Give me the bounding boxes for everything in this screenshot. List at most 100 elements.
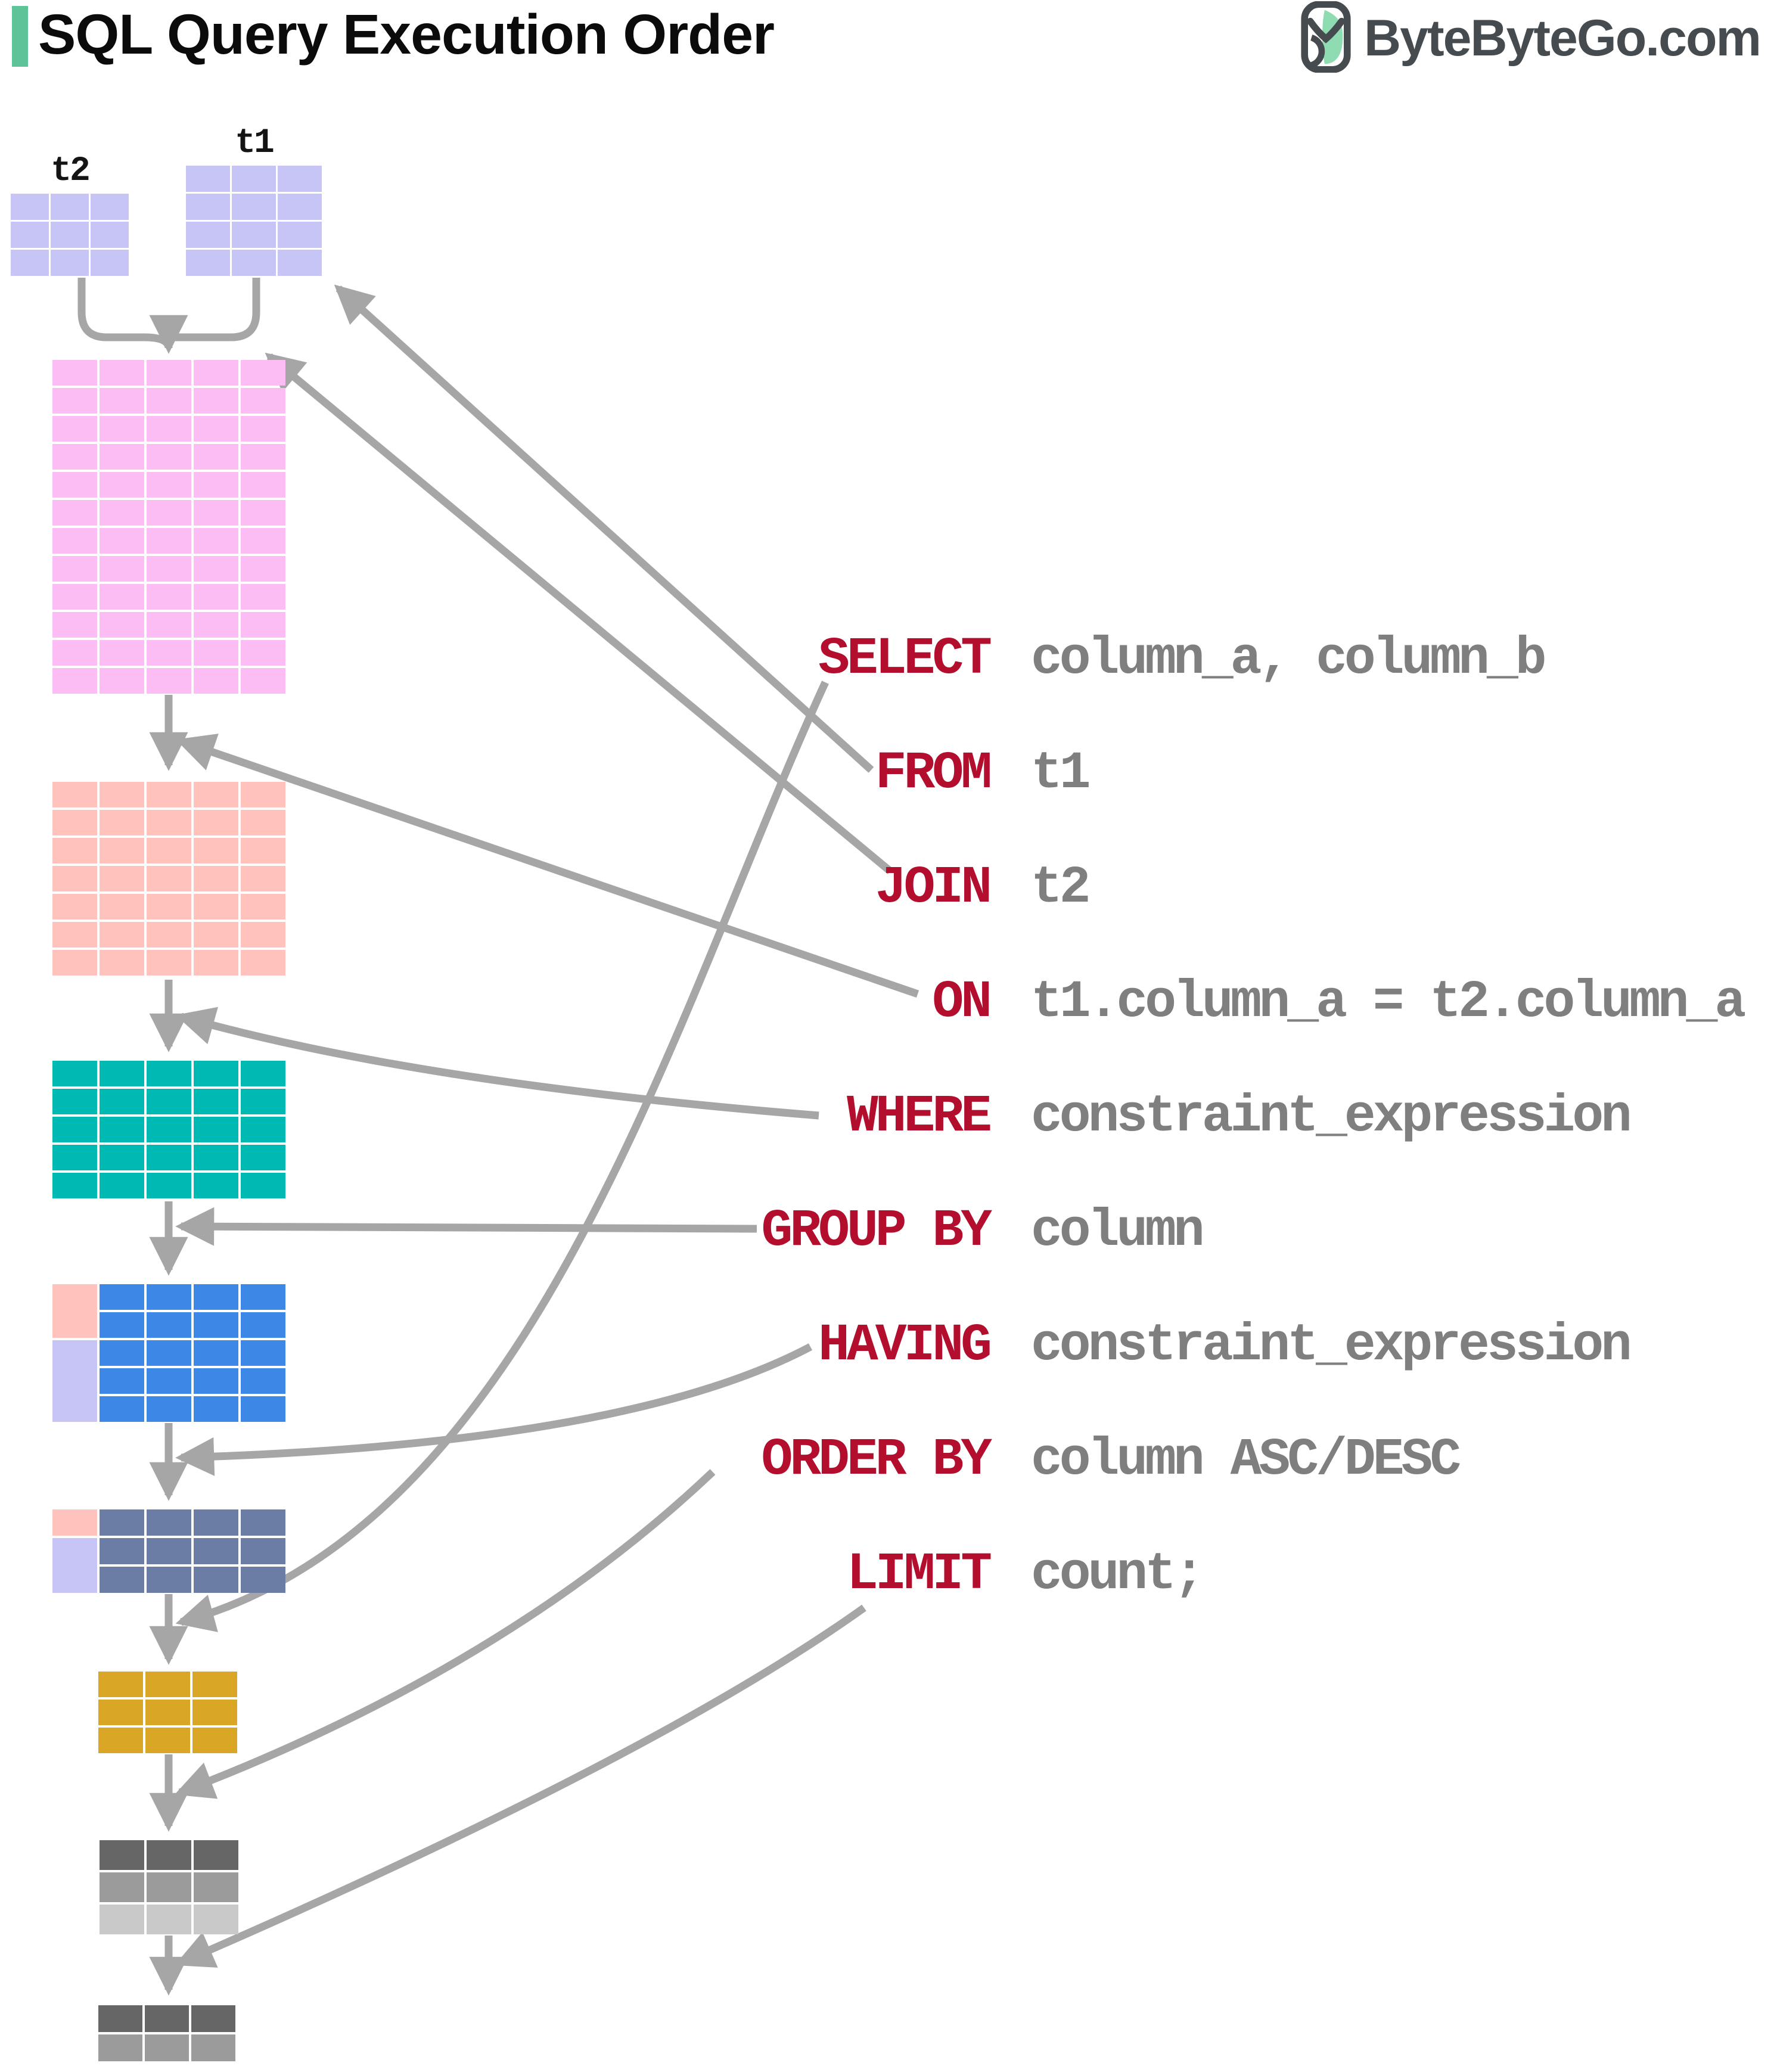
table-cell bbox=[147, 1061, 191, 1086]
table-cell bbox=[52, 1117, 97, 1142]
table-cell bbox=[52, 1089, 97, 1114]
table-cell bbox=[52, 528, 97, 554]
table-join-product bbox=[52, 360, 285, 694]
table-cell bbox=[192, 1672, 237, 1697]
table-cell bbox=[100, 472, 144, 498]
clause-row-limit: LIMIT count; bbox=[536, 1539, 1205, 1610]
table-cell bbox=[52, 894, 97, 919]
clause-value-where: constraint_expression bbox=[1031, 1087, 1632, 1147]
table-limited bbox=[98, 2005, 235, 2061]
table-cell bbox=[241, 1089, 285, 1114]
clause-keyword-order-by: ORDER BY bbox=[761, 1430, 992, 1490]
table-cell bbox=[194, 528, 238, 554]
table-cell bbox=[147, 1538, 191, 1564]
table-cell bbox=[192, 1700, 237, 1725]
clause-keyword-having: HAVING bbox=[818, 1316, 992, 1375]
table-cell bbox=[52, 866, 97, 891]
table-cell bbox=[100, 1145, 144, 1170]
table-cell bbox=[52, 1061, 97, 1086]
table-cell bbox=[194, 894, 238, 919]
conn-select bbox=[175, 681, 829, 1632]
table-cell bbox=[194, 612, 238, 638]
table-cell bbox=[100, 1340, 144, 1366]
table-cell bbox=[91, 222, 129, 248]
table-cell bbox=[100, 1089, 144, 1114]
clause-row-group-by: GROUP BY column bbox=[536, 1195, 1205, 1267]
table-cell bbox=[147, 360, 191, 386]
table-cell bbox=[51, 250, 89, 276]
table-cell bbox=[186, 194, 230, 220]
table-cell bbox=[147, 782, 191, 807]
table-cell bbox=[278, 250, 322, 276]
table-cell bbox=[145, 2005, 189, 2032]
table-selected-columns bbox=[98, 1672, 237, 1753]
table-cell bbox=[194, 584, 238, 610]
table-cell bbox=[100, 950, 144, 976]
table-cell bbox=[241, 1396, 285, 1422]
table-cell bbox=[100, 1840, 144, 1870]
table-cell bbox=[100, 1117, 144, 1142]
table-cell bbox=[100, 416, 144, 442]
table-cell bbox=[52, 416, 97, 442]
bytebytego-logo-icon bbox=[1298, 0, 1353, 76]
table-cell bbox=[52, 782, 97, 807]
table-cell bbox=[100, 922, 144, 948]
table-cell bbox=[194, 1509, 238, 1536]
table-cell bbox=[241, 1538, 285, 1564]
table-cell bbox=[192, 1728, 237, 1753]
table-cell bbox=[100, 1509, 144, 1536]
table-cell bbox=[186, 222, 230, 248]
table-cell bbox=[147, 950, 191, 976]
table-cell bbox=[194, 782, 238, 807]
merge-t1 bbox=[169, 278, 260, 341]
table-cell bbox=[147, 1340, 191, 1366]
table-t1: t1 bbox=[186, 124, 322, 276]
clause-keyword-from: FROM bbox=[875, 744, 992, 803]
table-cell bbox=[241, 500, 285, 526]
table-cell bbox=[147, 866, 191, 891]
table-cell bbox=[145, 1672, 190, 1697]
table-cell bbox=[241, 584, 285, 610]
table-cell bbox=[52, 500, 97, 526]
table-cell bbox=[241, 838, 285, 863]
table-cell bbox=[100, 1061, 144, 1086]
table-cell bbox=[241, 1340, 285, 1366]
clause-row-select: SELECT column_a, column_b bbox=[536, 623, 1546, 695]
table-cell bbox=[100, 388, 144, 414]
table-cell bbox=[194, 866, 238, 891]
table-cell bbox=[147, 1173, 191, 1198]
table-cell bbox=[241, 444, 285, 470]
table-cell bbox=[147, 1145, 191, 1170]
table-cell bbox=[52, 472, 97, 498]
table-cell bbox=[52, 640, 97, 666]
table-cell bbox=[194, 1538, 238, 1564]
table-cell bbox=[147, 584, 191, 610]
table-cell bbox=[194, 1340, 238, 1366]
table-cell bbox=[100, 1396, 144, 1422]
clause-row-on: ON t1.column_a = t2.column_a bbox=[536, 967, 1746, 1038]
table-cell bbox=[147, 612, 191, 638]
table-cell bbox=[147, 556, 191, 582]
table-cell bbox=[147, 472, 191, 498]
table-cell bbox=[100, 1368, 144, 1394]
table-cell bbox=[194, 444, 238, 470]
table-cell bbox=[51, 222, 89, 248]
table-cell bbox=[232, 222, 276, 248]
table-cell bbox=[241, 1117, 285, 1142]
table-cell bbox=[194, 950, 238, 976]
table-cell bbox=[194, 838, 238, 863]
table-cell bbox=[194, 922, 238, 948]
table-cell bbox=[241, 950, 285, 976]
conn-group-by bbox=[175, 1207, 757, 1246]
table-cell bbox=[241, 922, 285, 948]
conn-join bbox=[265, 352, 893, 875]
table-cell bbox=[194, 1117, 238, 1142]
table-cell bbox=[11, 194, 49, 220]
table-cell bbox=[98, 2034, 142, 2061]
clause-row-join: JOIN t2 bbox=[536, 852, 1091, 924]
table-cell bbox=[241, 388, 285, 414]
table-cell bbox=[241, 360, 285, 386]
conn-where bbox=[175, 1007, 819, 1120]
